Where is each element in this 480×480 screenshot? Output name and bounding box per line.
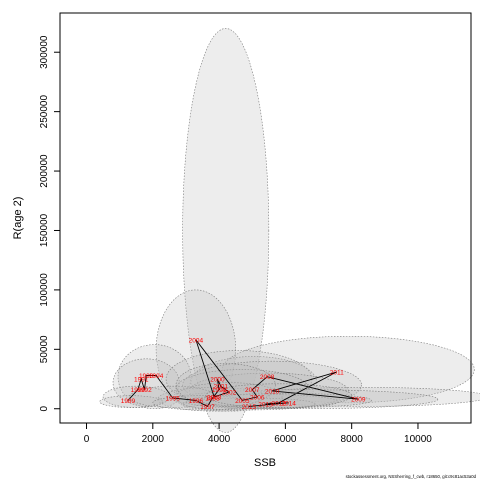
year-label: 1995	[165, 396, 180, 403]
year-label: 2012	[272, 400, 287, 407]
year-label: 1994	[149, 373, 164, 380]
y-tick-label: 250000	[39, 95, 50, 129]
year-label: 2004	[189, 337, 204, 344]
year-label: 1999	[212, 387, 227, 394]
trajectory-polyline	[127, 339, 359, 407]
confidence-ellipse	[99, 395, 164, 408]
confidence-ellipse	[117, 344, 192, 410]
source-footnote: stockassessment.org, NSSherring_f_cwb, r…	[346, 474, 477, 479]
year-label: 2006	[250, 394, 265, 401]
y-axis-label: R(age 2)	[12, 197, 24, 240]
year-label: 2014	[281, 400, 296, 407]
x-tick-label: 0	[84, 434, 90, 445]
year-label: 2009	[351, 397, 366, 404]
year-label: 2013	[258, 401, 273, 408]
trajectory-line	[127, 339, 359, 407]
year-label: 2007	[245, 387, 260, 394]
year-label: 2005	[235, 398, 250, 405]
y-tick-label: 0	[39, 406, 50, 412]
year-label: 2001	[214, 384, 229, 391]
confidence-ellipse	[222, 335, 475, 404]
year-label: 2003	[207, 394, 222, 401]
y-tick-label: 150000	[39, 213, 50, 247]
x-axis: 0 2000 4000 6000 8000 10000	[84, 422, 432, 445]
x-tick-label: 4000	[208, 434, 231, 445]
y-tick-label: 100000	[39, 273, 50, 307]
year-label: 1993	[139, 373, 154, 380]
year-label: 1998	[205, 396, 220, 403]
confidence-ellipse	[157, 387, 271, 412]
y-tick-label: 50000	[39, 335, 50, 363]
year-label: 1997	[200, 404, 215, 411]
confidence-ellipse	[182, 28, 270, 433]
x-tick-label: 10000	[404, 434, 432, 445]
y-tick-label: 300000	[39, 35, 50, 69]
confidence-ellipse	[172, 389, 439, 410]
year-label: 2010	[265, 388, 280, 395]
x-tick-label: 8000	[341, 434, 364, 445]
y-axis: 0 50000 100000 150000 200000 250000 300000	[39, 35, 61, 412]
year-label: 2011	[330, 369, 344, 376]
year-label: 2008	[260, 374, 275, 381]
year-label: 2000	[210, 377, 225, 384]
year-label: 2015	[242, 404, 257, 411]
year-label: 1991	[134, 377, 149, 384]
x-axis-label: SSB	[254, 457, 276, 469]
confidence-ellipse	[155, 289, 236, 410]
year-label: 2002	[222, 390, 237, 397]
confidence-ellipses	[99, 28, 480, 433]
confidence-ellipse	[198, 392, 372, 408]
year-label: 1989	[121, 398, 136, 405]
y-tick-label: 200000	[39, 154, 50, 188]
confidence-ellipse	[205, 383, 352, 408]
year-label: 1992	[137, 387, 152, 394]
year-label: 1990	[131, 387, 146, 394]
x-tick-label: 2000	[142, 434, 165, 445]
confidence-ellipse	[175, 363, 276, 407]
year-label: 1996	[189, 398, 204, 405]
x-tick-label: 6000	[274, 434, 297, 445]
